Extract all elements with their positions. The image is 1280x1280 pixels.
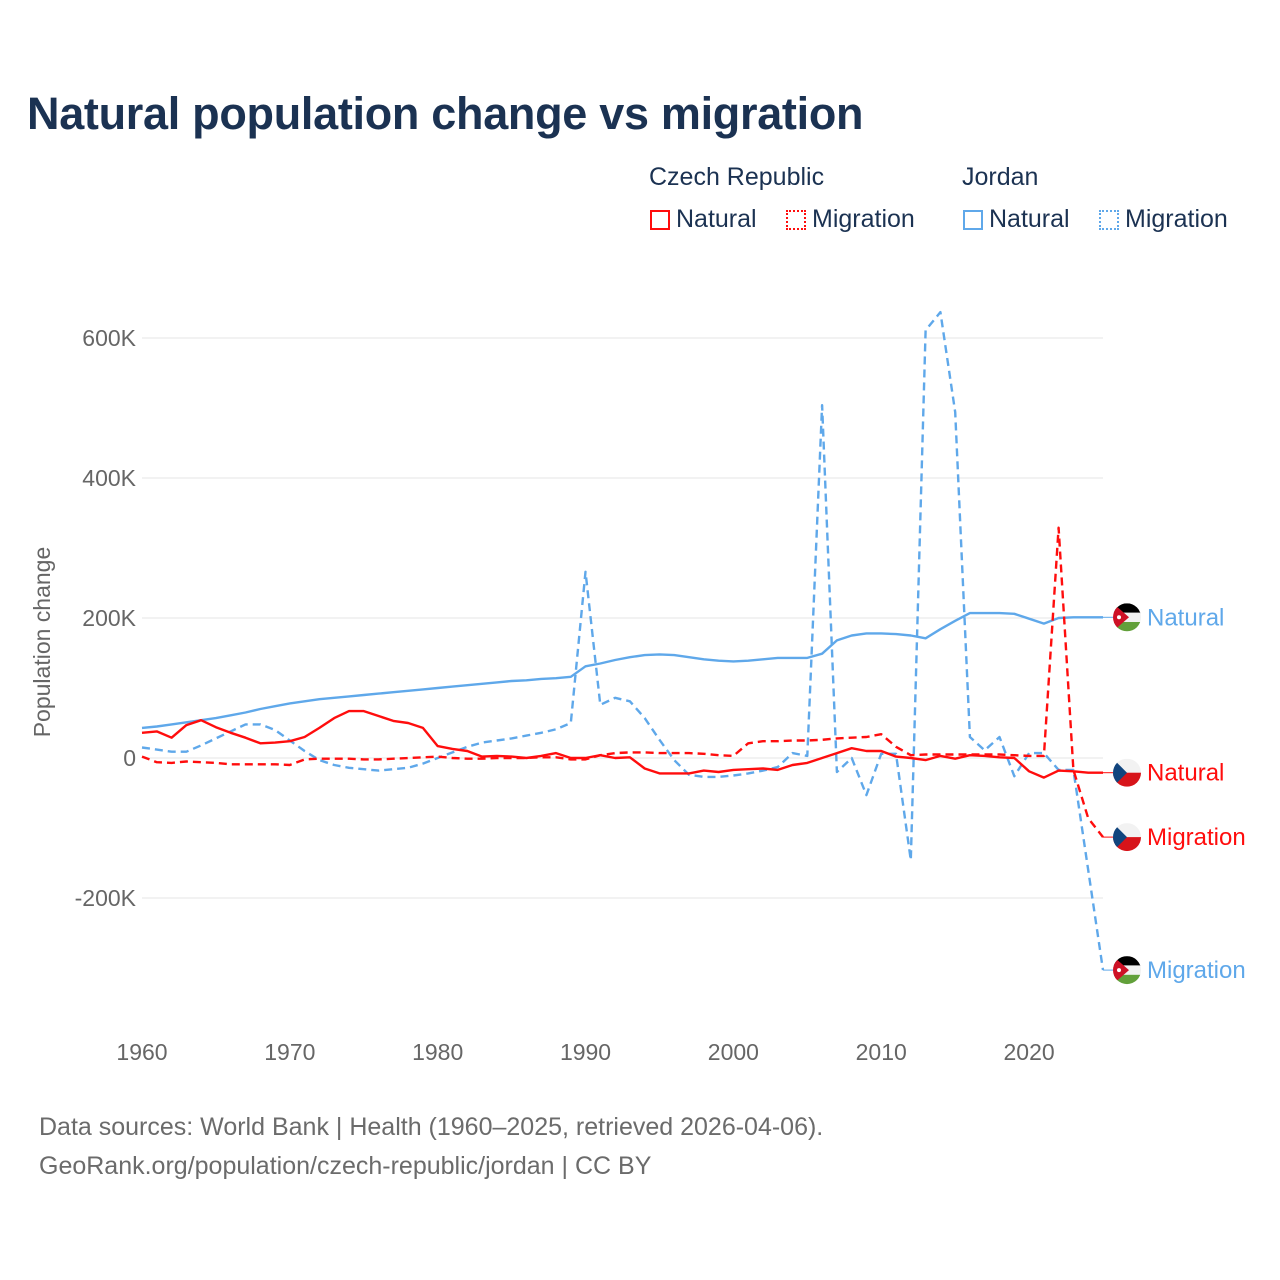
series-line-czech-republic-migration[interactable]	[141, 526, 1104, 838]
jordan-flag-icon	[1113, 603, 1141, 632]
y-tick-label: 200K	[82, 605, 136, 631]
series-line-jordan-migration[interactable]	[141, 310, 1105, 971]
y-axis-label: Population change	[29, 547, 55, 738]
legend-label: Migration	[812, 205, 915, 233]
footer-link[interactable]: GeoRank.org/population/czech-republic/jo…	[39, 1152, 652, 1180]
y-tick-label: 600K	[82, 325, 136, 351]
end-label: Natural	[1147, 604, 1224, 631]
jordan-flag-icon	[1113, 956, 1141, 985]
legend-jordan-migration[interactable]: Migration	[1099, 205, 1228, 234]
end-label: Natural	[1147, 760, 1224, 787]
legend-swatch-dotted-red	[786, 209, 806, 230]
x-axis-ticks: 1960 1970 1980 1990 2000 2010 2020	[116, 1039, 1054, 1065]
legend-swatch-dotted-blue	[1099, 209, 1119, 230]
series-line-jordan-natural[interactable]	[141, 611, 1103, 730]
x-tick-label: 2000	[708, 1039, 759, 1065]
legend-label: Migration	[1125, 205, 1228, 233]
grid-lines	[142, 337, 1103, 899]
legend-czech-migration[interactable]: Migration	[786, 205, 915, 234]
czech-flag-icon	[1113, 759, 1141, 787]
legend-label: Natural	[676, 205, 757, 233]
legend-group-jordan: Jordan	[962, 163, 1039, 191]
x-tick-label: 1980	[412, 1039, 463, 1065]
x-tick-label: 1970	[264, 1039, 315, 1065]
x-tick-label: 2020	[1003, 1039, 1054, 1065]
y-tick-label: 0	[123, 745, 136, 771]
end-labels: Natural Migration Natural Migration	[1103, 603, 1246, 985]
y-axis-ticks: 600K 400K 200K 0 -200K	[75, 325, 137, 911]
chart-title: Natural population change vs migration	[27, 88, 864, 139]
x-tick-label: 1960	[116, 1039, 167, 1065]
legend-label: Natural	[989, 205, 1070, 233]
footer: Data sources: World Bank | Health (1960–…	[39, 1108, 823, 1186]
end-label: Migration	[1147, 824, 1246, 851]
series-lines	[141, 310, 1105, 971]
x-tick-label: 2010	[856, 1039, 907, 1065]
legend-jordan-natural[interactable]: Natural	[963, 205, 1070, 234]
series-line-czech-republic-natural[interactable]	[141, 709, 1103, 779]
legend-group-czech: Czech Republic	[649, 163, 825, 191]
y-tick-label: -200K	[75, 885, 137, 911]
y-tick-label: 400K	[82, 465, 136, 491]
legend-swatch-solid-red	[650, 209, 670, 230]
footer-sources: Data sources: World Bank | Health (1960–…	[39, 1113, 824, 1141]
x-tick-label: 1990	[560, 1039, 611, 1065]
legend-swatch-solid-blue	[963, 209, 983, 230]
legend-czech-natural[interactable]: Natural	[650, 205, 757, 234]
end-label: Migration	[1147, 957, 1246, 984]
czech-flag-icon	[1113, 823, 1141, 851]
